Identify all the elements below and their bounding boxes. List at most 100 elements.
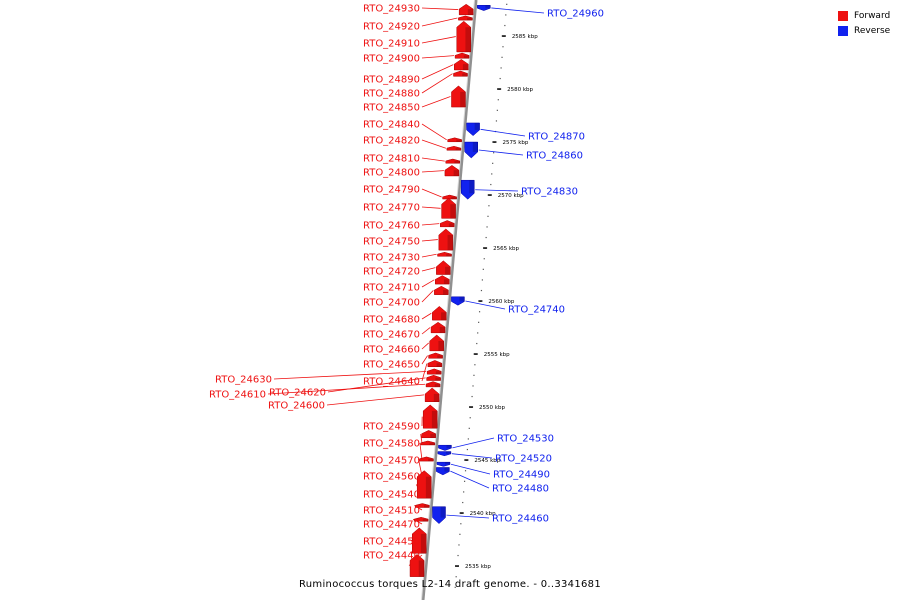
gene-label[interactable]: RTO_24740 — [508, 305, 565, 316]
gene-label[interactable]: RTO_24630 — [215, 375, 272, 386]
gene-label[interactable]: RTO_24520 — [495, 454, 552, 465]
gene-rto-24490[interactable] — [436, 461, 451, 467]
gene-label[interactable]: RTO_24600 — [268, 401, 325, 412]
gene-label[interactable]: RTO_24470 — [363, 520, 420, 531]
gene-label[interactable]: RTO_24830 — [521, 187, 578, 198]
gene-rto-24560[interactable] — [419, 456, 434, 462]
gene-rto-24460[interactable] — [432, 506, 446, 524]
gene-rto-24730[interactable] — [437, 252, 452, 257]
gene-rto-24680[interactable] — [432, 306, 447, 321]
gene-shading — [418, 560, 425, 577]
gene-rto-24660[interactable] — [429, 334, 444, 352]
gene-label[interactable]: RTO_24610 — [209, 390, 266, 401]
gene-label[interactable]: RTO_24540 — [363, 490, 420, 501]
gene-rto-24830[interactable] — [460, 179, 475, 200]
gene-rto-24930[interactable] — [458, 3, 474, 16]
gene-label[interactable]: RTO_24890 — [363, 75, 420, 86]
gene-rto-24580[interactable] — [421, 430, 436, 439]
gene-label[interactable]: RTO_24580 — [363, 439, 420, 450]
gene-rto-24710[interactable] — [435, 275, 450, 285]
gene-rto-24620[interactable] — [426, 374, 441, 381]
gene-label[interactable]: RTO_24490 — [493, 470, 550, 481]
gene-rto-24790[interactable] — [442, 194, 457, 200]
gene-label[interactable]: RTO_24650 — [363, 360, 420, 371]
gene-label[interactable]: RTO_24710 — [363, 283, 420, 294]
gene-rto-24860[interactable] — [464, 141, 479, 159]
gene-rto-24850[interactable] — [451, 85, 466, 108]
gene-label[interactable]: RTO_24860 — [526, 151, 583, 162]
gene-label[interactable]: RTO_24910 — [363, 39, 420, 50]
gene-rto-24900[interactable] — [454, 52, 470, 59]
gene-rto-24520[interactable] — [437, 451, 452, 457]
leader-line — [421, 312, 432, 320]
gene-rto-24770[interactable] — [441, 197, 456, 219]
gene-label[interactable]: RTO_24570 — [363, 456, 420, 467]
gene-rto-24810[interactable] — [445, 158, 461, 164]
gene-label[interactable]: RTO_24460 — [492, 514, 549, 525]
gene-rto-24740[interactable] — [451, 296, 465, 306]
minor-tick — [495, 120, 498, 122]
gene-label[interactable]: RTO_24730 — [363, 253, 420, 264]
gene-rto-24570[interactable] — [420, 440, 436, 446]
gene-rto-24760[interactable] — [439, 220, 455, 228]
gene-label[interactable]: RTO_24670 — [363, 330, 420, 341]
gene-label[interactable]: RTO_24640 — [363, 377, 420, 388]
gene-rto-24720[interactable] — [436, 260, 451, 275]
gene-label[interactable]: RTO_24850 — [363, 103, 420, 114]
gene-label[interactable]: RTO_24530 — [497, 434, 554, 445]
gene-rto-24480[interactable] — [436, 467, 450, 476]
gene-label[interactable]: RTO_24960 — [547, 9, 604, 20]
gene-label[interactable]: RTO_24800 — [363, 168, 420, 179]
leader-line — [421, 355, 428, 365]
gene-label[interactable]: RTO_24720 — [363, 267, 420, 278]
gene-label[interactable]: RTO_24900 — [363, 54, 420, 65]
gene-rto-24530[interactable] — [438, 444, 452, 451]
gene-rto-24840[interactable] — [447, 137, 462, 143]
gene-label[interactable]: RTO_24680 — [363, 315, 420, 326]
gene-label[interactable]: RTO_24440 — [363, 551, 420, 562]
gene-rto-24880[interactable] — [453, 70, 468, 77]
gene-label[interactable]: RTO_24510 — [363, 506, 420, 517]
gene-label[interactable]: RTO_24590 — [363, 422, 420, 433]
gene-rto-24750[interactable] — [438, 228, 454, 251]
gene-label[interactable]: RTO_24870 — [528, 132, 585, 143]
gene-label[interactable]: RTO_24660 — [363, 345, 420, 356]
gene-rto-24800[interactable] — [444, 165, 460, 177]
minor-tick — [481, 279, 483, 281]
gene-rto-24870[interactable] — [466, 122, 480, 137]
gene-label[interactable]: RTO_24880 — [363, 89, 420, 100]
gene-label[interactable]: RTO_24840 — [363, 120, 420, 131]
gene-label[interactable]: RTO_24930 — [363, 4, 420, 15]
gene-label[interactable]: RTO_24790 — [363, 185, 420, 196]
gene-rto-24450[interactable] — [411, 527, 427, 554]
minor-tick — [460, 523, 462, 525]
gene-rto-24630[interactable] — [426, 368, 442, 375]
gene-rto-24540[interactable] — [416, 470, 432, 499]
gene-label[interactable]: RTO_24750 — [363, 237, 420, 248]
gene-label[interactable]: RTO_24820 — [363, 136, 420, 147]
gene-rto-24820[interactable] — [446, 146, 462, 151]
gene-label[interactable]: RTO_24620 — [269, 388, 326, 399]
gene-rto-24910[interactable] — [456, 20, 472, 53]
gene-label[interactable]: RTO_24770 — [363, 203, 420, 214]
gene-rto-24670[interactable] — [430, 321, 446, 334]
gene-rto-24610[interactable] — [425, 381, 441, 388]
gene-rto-24650[interactable] — [428, 352, 443, 359]
gene-label[interactable]: RTO_24760 — [363, 221, 420, 232]
gene-label[interactable]: RTO_24920 — [363, 22, 420, 33]
gene-rto-24700[interactable] — [434, 285, 449, 295]
gene-rto-24640[interactable] — [427, 360, 443, 368]
gene-rto-24510[interactable] — [415, 503, 430, 508]
gene-rto-24890[interactable] — [454, 59, 469, 71]
gene-label[interactable]: RTO_24480 — [492, 484, 549, 495]
gene-rto-24600[interactable] — [424, 387, 440, 402]
gene-rto-24920[interactable] — [458, 15, 473, 21]
gene-label[interactable]: RTO_24700 — [363, 298, 420, 309]
gene-rto-24960[interactable] — [477, 5, 491, 11]
gene-label[interactable]: RTO_24810 — [363, 154, 420, 165]
gene-rto-24440[interactable] — [409, 554, 425, 577]
gene-rto-24470[interactable] — [413, 517, 429, 522]
gene-label[interactable]: RTO_24560 — [363, 472, 420, 483]
gene-rto-24590[interactable] — [422, 404, 438, 429]
gene-label[interactable]: RTO_24450 — [363, 537, 420, 548]
